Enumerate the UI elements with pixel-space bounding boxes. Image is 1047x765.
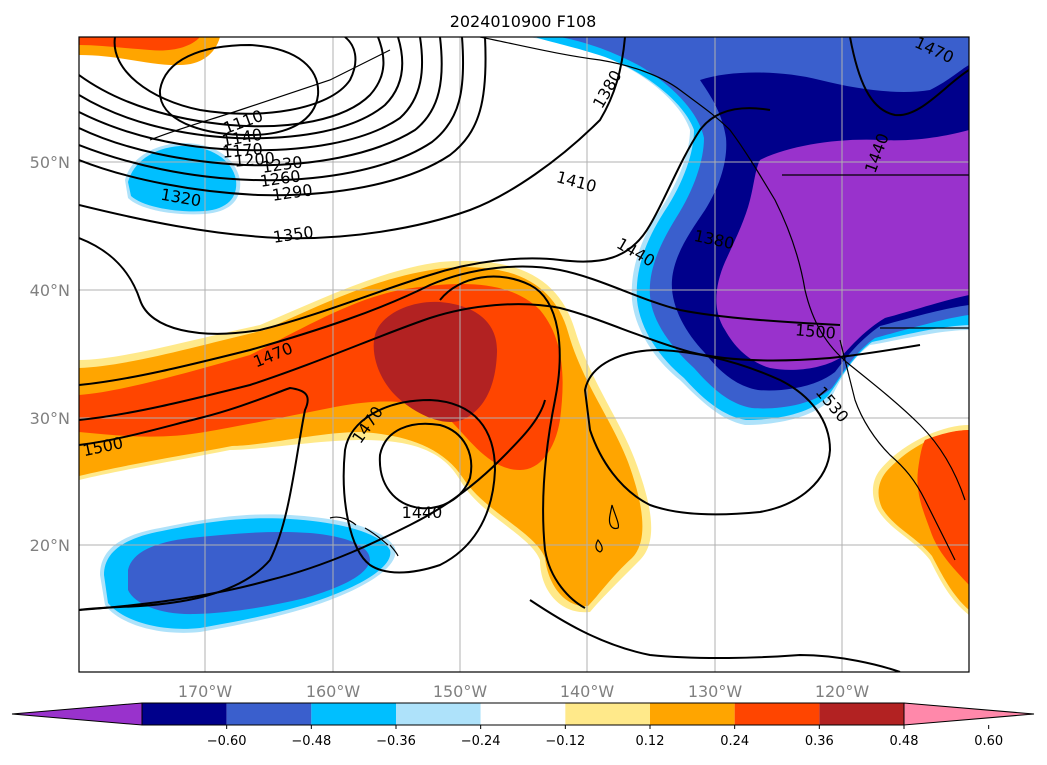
colorbar-segment <box>734 703 820 725</box>
colorbar-extension-high <box>903 702 1035 726</box>
colorbar-outline <box>141 702 905 726</box>
colorbar-tick-label: −0.36 <box>376 734 416 749</box>
coastlines <box>149 37 969 561</box>
positive-anomaly-mexico-red <box>917 430 969 585</box>
contour-label: 1500 <box>794 320 836 342</box>
map-area: 1110 1140 1170 1200 1230 1260 1290 1320 … <box>79 37 969 672</box>
colorbar-tick-label: 0.24 <box>720 734 749 749</box>
colorbar-tick-label: −0.24 <box>461 734 501 749</box>
colorbar-extension-low <box>11 702 143 726</box>
colorbar-tick-label: 0.36 <box>805 734 834 749</box>
map-title: 2024010900 F108 <box>450 12 597 31</box>
colorbar-tick-label: 0.12 <box>636 734 665 749</box>
lon-label: 120°W <box>815 682 870 701</box>
lat-label: 40°N <box>30 281 70 300</box>
lon-label: 140°W <box>560 682 615 701</box>
colorbar-segment <box>142 703 227 725</box>
colorbar-segment <box>819 703 904 725</box>
height-contours <box>79 37 969 672</box>
colorbar-segment <box>565 703 650 725</box>
negative-anomaly-purple <box>716 130 969 370</box>
colorbar-tick-label: −0.12 <box>545 734 585 749</box>
contour-label: 1170 <box>221 139 263 161</box>
colorbar-segment <box>311 703 396 725</box>
colorbar-segment <box>226 703 312 725</box>
positive-anomaly-topleft-red <box>79 37 200 51</box>
lat-label: 50°N <box>30 153 70 172</box>
colorbar-tick-label: 0.48 <box>890 734 919 749</box>
latitude-labels: 50°N 40°N 30°N 20°N <box>30 153 70 555</box>
colorbar: −0.60 −0.48 −0.36 −0.24 −0.12 0.12 0.24 0.36 0.4… <box>11 702 1035 749</box>
lon-label: 130°W <box>688 682 743 701</box>
colorbar-segment <box>650 703 735 725</box>
lat-label: 30°N <box>30 409 70 428</box>
contour-label: 1200 <box>233 148 275 170</box>
lon-label: 160°W <box>306 682 361 701</box>
colorbar-tick-label: −0.60 <box>207 734 247 749</box>
lon-label: 150°W <box>433 682 488 701</box>
colorbar-segment <box>396 703 481 725</box>
lon-label: 170°W <box>178 682 233 701</box>
map-frame <box>78 36 970 673</box>
colorbar-tick-label: −0.48 <box>291 734 331 749</box>
contour-label: 1440 <box>402 503 443 522</box>
negative-anomaly-hawaii-blue <box>128 531 370 615</box>
colorbar-segment <box>480 703 566 725</box>
colorbar-tick-label: 0.60 <box>974 734 1003 749</box>
lat-label: 20°N <box>30 536 70 555</box>
longitude-labels: 170°W 160°W 150°W 140°W 130°W 120°W <box>178 682 870 701</box>
positive-anomaly-darkred <box>373 301 498 422</box>
